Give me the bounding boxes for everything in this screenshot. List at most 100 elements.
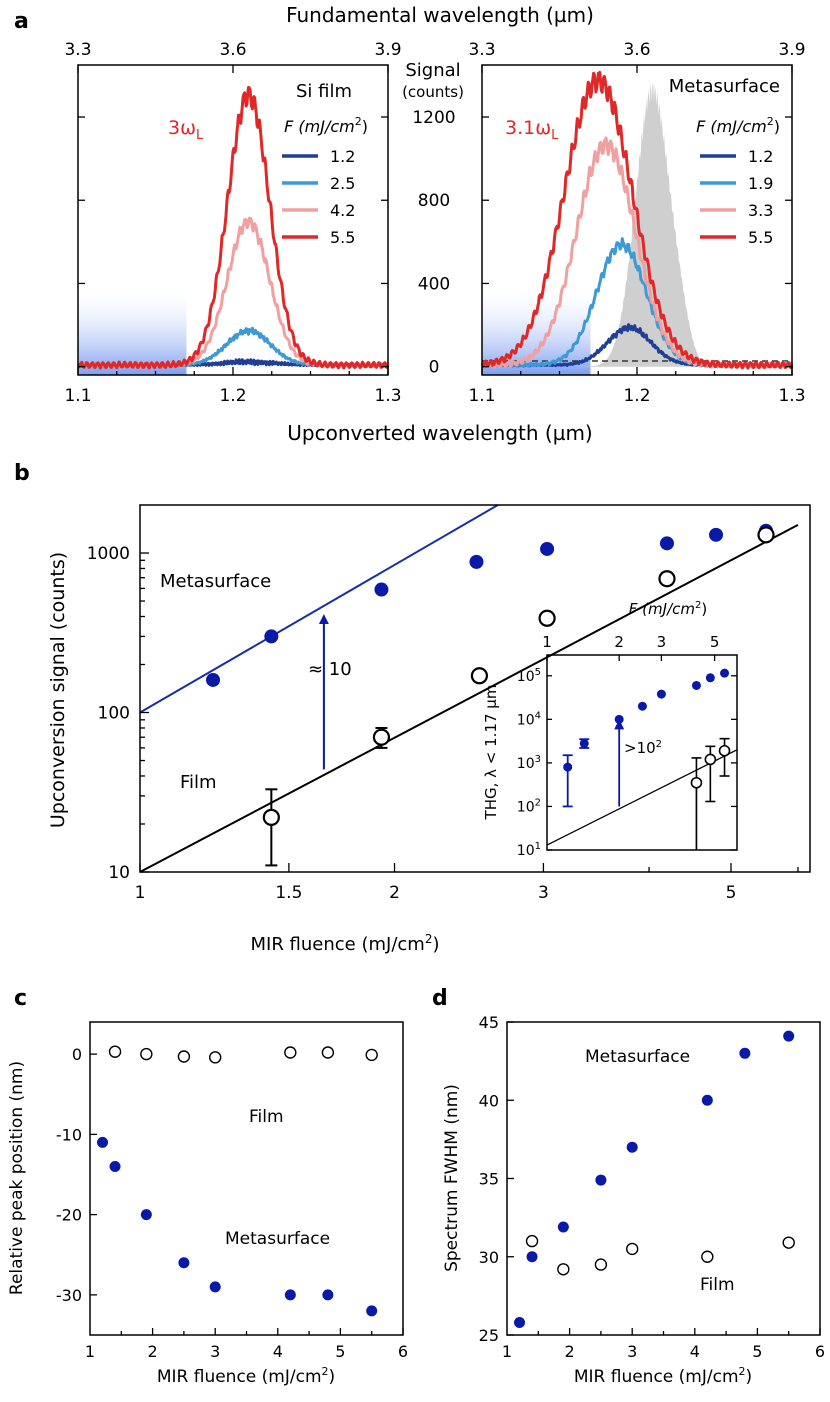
c-ytick-label: -20 bbox=[56, 1206, 82, 1225]
c-xlabel-close: ) bbox=[329, 1367, 336, 1387]
a-left-legend-title: F (mJ/cm2) bbox=[284, 115, 368, 136]
c-film-point bbox=[108, 1045, 122, 1058]
a-left-harmonic-main: 3ω bbox=[168, 117, 196, 139]
b-inset-ytick-label: 104 bbox=[517, 710, 541, 728]
d-film-point bbox=[594, 1258, 608, 1271]
b-inset-metasurface-point bbox=[579, 738, 589, 748]
c-ytick-label: -10 bbox=[56, 1125, 82, 1144]
b-inset-ytick-base: 10 bbox=[517, 669, 535, 685]
d-metasurface-point bbox=[526, 1251, 538, 1263]
c-metasurface-point bbox=[366, 1305, 378, 1317]
a-right-harmonic-sub: L bbox=[551, 128, 559, 143]
aR-xtick-label-0: 1.1 bbox=[468, 386, 495, 406]
a-bottom-axis-label: Upconverted wavelength (µm) bbox=[287, 421, 592, 445]
b-inset-ytick-exp: 5 bbox=[535, 667, 541, 678]
a-ytick-label-1: 400 bbox=[418, 274, 450, 294]
d-label-metasurface: Metasurface bbox=[585, 1047, 690, 1067]
d-film-point bbox=[701, 1250, 714, 1263]
b-label-film: Film bbox=[180, 772, 217, 793]
c-ytick-label: -30 bbox=[56, 1286, 82, 1305]
aL-series-5.5 bbox=[77, 85, 390, 370]
d-ytick-label: 25 bbox=[479, 1326, 499, 1345]
b-inset-metasurface-point bbox=[637, 701, 647, 711]
a-left-legend-close: ) bbox=[362, 117, 368, 136]
b-metasurface-point bbox=[540, 541, 555, 556]
b-inset-fit bbox=[546, 749, 738, 846]
b-metasurface-point bbox=[469, 554, 484, 569]
b-inset-xtick-label: 3 bbox=[657, 633, 667, 651]
a-right-title: Metasurface bbox=[669, 76, 780, 97]
b-ytick-label: 10 bbox=[108, 863, 130, 883]
panel-a: Fundamental wavelength (µm) Upconverted … bbox=[64, 3, 805, 445]
a-left-harmonic: 3ωL bbox=[168, 117, 204, 143]
c-ylabel: Relative peak position (nm) bbox=[7, 1061, 27, 1295]
d-metasurface-point bbox=[701, 1094, 713, 1106]
b-inset-ratio: >102 bbox=[624, 739, 662, 757]
d-label-film: Film bbox=[700, 1275, 735, 1295]
c-film-point bbox=[177, 1050, 191, 1063]
b-inset-ytick-base: 10 bbox=[517, 712, 535, 728]
a-ytick-label-0: 0 bbox=[429, 358, 440, 378]
b-inset-ytick-exp: 4 bbox=[535, 710, 541, 721]
a-ytick-label-3: 1200 bbox=[412, 108, 455, 128]
b-inset-ytick-exp: 1 bbox=[535, 841, 541, 852]
b-inset-xtick-label: 1 bbox=[542, 633, 552, 651]
d-ylabel: Spectrum FWHM (nm) bbox=[442, 1084, 462, 1272]
b-xtick-label: 3 bbox=[538, 883, 549, 903]
d-metasurface-point bbox=[739, 1047, 751, 1059]
b-inset-top-label-main: F (mJ/cm bbox=[629, 600, 695, 618]
d-film-point bbox=[626, 1242, 639, 1256]
d-xlabel-sup: 2 bbox=[739, 1365, 746, 1378]
b-xtick-label: 1.5 bbox=[275, 883, 302, 903]
aR-xtick-label-1: 1.2 bbox=[623, 386, 650, 406]
aR-legend-label-1.9: 1.9 bbox=[748, 174, 773, 193]
c-xtick-label: 6 bbox=[398, 1342, 408, 1361]
c-xtick-label: 5 bbox=[335, 1342, 345, 1361]
c-metasurface-point bbox=[322, 1289, 334, 1301]
a-left-legend-sup: 2 bbox=[355, 115, 362, 128]
c-metasurface-point bbox=[284, 1289, 296, 1301]
d-xtick-label: 5 bbox=[752, 1342, 762, 1361]
b-film-point bbox=[470, 667, 489, 685]
a-left-legend-title-main: F (mJ/cm bbox=[284, 117, 355, 136]
a-right-harmonic-main: 3.1ω bbox=[505, 117, 551, 139]
panel-label-a: a bbox=[14, 9, 29, 34]
aR-toptick-label-0: 3.3 bbox=[468, 40, 495, 60]
b-metasurface-point bbox=[206, 672, 221, 687]
b-inset-film-point bbox=[718, 744, 731, 757]
b-film-point bbox=[262, 808, 280, 826]
aL-xtick-label-0: 1.1 bbox=[64, 386, 91, 406]
a-left-harmonic-sub: L bbox=[196, 128, 204, 143]
b-ytick-label: 100 bbox=[98, 704, 130, 724]
b-inset-xtick-label: 5 bbox=[710, 633, 720, 651]
a-signal-label: Signal bbox=[405, 60, 460, 81]
b-ylabel: Upconversion signal (counts) bbox=[47, 552, 69, 828]
b-inset-ytick-base: 10 bbox=[517, 799, 535, 815]
b-inset-ylabel: THG, λ < 1.17 µm bbox=[482, 685, 500, 821]
d-metasurface-point bbox=[557, 1221, 569, 1233]
a-counts-label: (counts) bbox=[402, 83, 464, 101]
aL-toptick-label-1: 3.6 bbox=[219, 40, 246, 60]
b-inset-metasurface-point bbox=[656, 689, 666, 699]
a-left-title: Si film bbox=[296, 81, 352, 102]
b-xlabel-sup: 2 bbox=[425, 932, 433, 946]
c-film-point bbox=[365, 1048, 378, 1062]
d-ytick-label: 45 bbox=[479, 1013, 499, 1032]
aL-shade-rect bbox=[78, 283, 187, 375]
aR-reference-peak bbox=[559, 84, 746, 367]
aL-xtick-label-1: 1.2 bbox=[219, 386, 246, 406]
d-xtick-label: 4 bbox=[690, 1342, 700, 1361]
b-inset-ytick-exp: 2 bbox=[535, 797, 541, 808]
d-ytick-label: 30 bbox=[479, 1248, 499, 1267]
panel-label-d: d bbox=[432, 986, 448, 1011]
b-film-point bbox=[658, 570, 676, 588]
panel-label-c: c bbox=[14, 986, 27, 1011]
c-film-point bbox=[284, 1046, 297, 1059]
b-metasurface-point bbox=[709, 527, 724, 542]
b-inset-ytick-label: 102 bbox=[517, 797, 541, 815]
d-film-point bbox=[782, 1236, 795, 1249]
d-xtick-label: 2 bbox=[565, 1342, 575, 1361]
